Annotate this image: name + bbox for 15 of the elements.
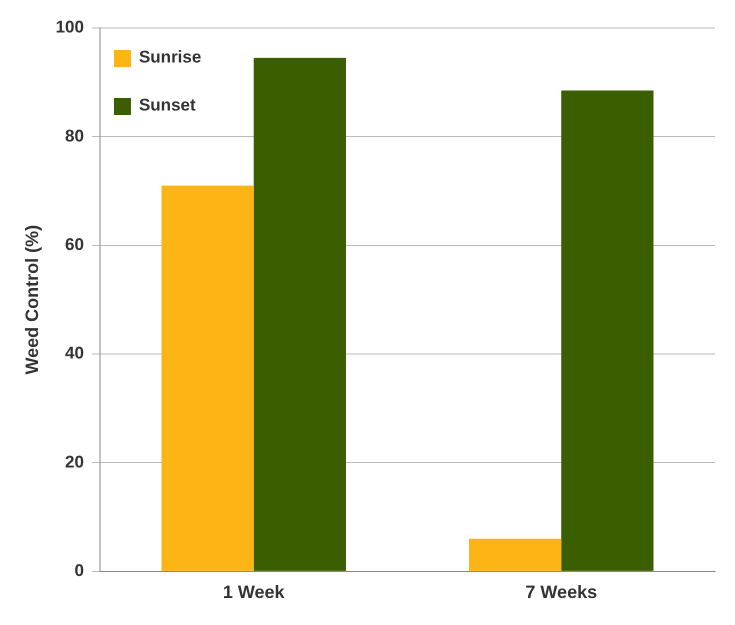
x-tick-label: 7 Weeks bbox=[525, 582, 598, 602]
legend-label: Sunset bbox=[138, 96, 196, 115]
y-tick-label: 20 bbox=[65, 452, 84, 472]
bar bbox=[254, 58, 346, 571]
bar bbox=[561, 90, 654, 571]
y-axis-title: Weed Control (%) bbox=[22, 224, 42, 375]
y-tick-label: 100 bbox=[56, 18, 84, 37]
bar bbox=[468, 538, 562, 571]
y-tick-label: 80 bbox=[65, 126, 84, 146]
bar bbox=[161, 186, 254, 571]
y-tick-label: 40 bbox=[65, 344, 84, 363]
y-tick-label: 60 bbox=[65, 235, 84, 254]
legend-label: Sunrise bbox=[138, 48, 202, 67]
y-tick-label: 0 bbox=[74, 561, 84, 580]
x-tick-label: 1 Week bbox=[222, 582, 286, 602]
